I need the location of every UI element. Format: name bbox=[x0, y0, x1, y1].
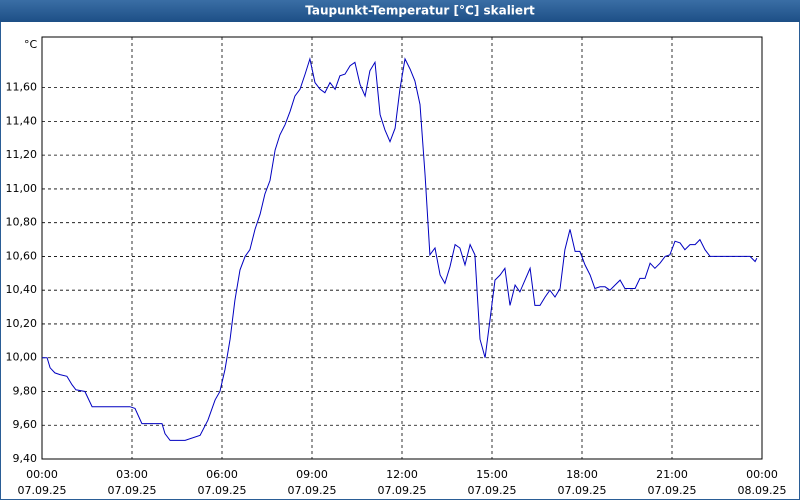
y-tick-label: 10,20 bbox=[6, 317, 38, 330]
x-tick-date: 08.09.25 bbox=[738, 484, 787, 497]
y-tick-label: 10,80 bbox=[6, 216, 38, 229]
x-tick-date: 07.09.25 bbox=[558, 484, 607, 497]
y-tick-label: 11,40 bbox=[6, 114, 38, 127]
x-tick-date: 07.09.25 bbox=[288, 484, 337, 497]
x-tick-date: 07.09.25 bbox=[198, 484, 247, 497]
y-tick-label: 11,60 bbox=[6, 81, 38, 94]
x-tick-date: 07.09.25 bbox=[468, 484, 517, 497]
x-tick-date: 07.09.25 bbox=[648, 484, 697, 497]
chart-title: Taupunkt-Temperatur [°C] skaliert bbox=[305, 4, 535, 18]
y-tick-label: 10,40 bbox=[6, 283, 38, 296]
x-tick-date: 07.09.25 bbox=[378, 484, 427, 497]
y-tick-label: 9,60 bbox=[13, 418, 38, 431]
x-tick-label: 06:00 bbox=[206, 468, 238, 481]
x-tick-label: 12:00 bbox=[386, 468, 418, 481]
title-bar bbox=[0, 0, 800, 22]
y-tick-label: 11,00 bbox=[6, 182, 38, 195]
x-tick-label: 15:00 bbox=[476, 468, 508, 481]
x-tick-label: 09:00 bbox=[296, 468, 328, 481]
y-tick-label: 11,20 bbox=[6, 148, 38, 161]
line-series bbox=[42, 56, 758, 441]
y-tick-label: 9,80 bbox=[13, 384, 38, 397]
x-tick-label: 18:00 bbox=[566, 468, 598, 481]
x-tick-label: 00:00 bbox=[26, 468, 58, 481]
y-tick-label: 10,60 bbox=[6, 249, 38, 262]
x-tick-label: 21:00 bbox=[656, 468, 688, 481]
x-tick-label: 03:00 bbox=[116, 468, 148, 481]
y-tick-label: 10,00 bbox=[6, 351, 38, 364]
y-axis-unit: °C bbox=[24, 38, 38, 51]
x-tick-label: 00:00 bbox=[746, 468, 778, 481]
x-tick-date: 07.09.25 bbox=[108, 484, 157, 497]
x-tick-date: 07.09.25 bbox=[18, 484, 67, 497]
y-tick-label: 9,40 bbox=[13, 452, 38, 465]
